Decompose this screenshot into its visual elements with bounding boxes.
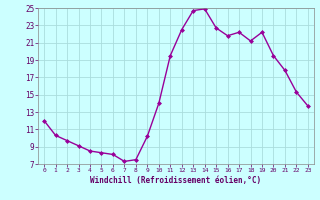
X-axis label: Windchill (Refroidissement éolien,°C): Windchill (Refroidissement éolien,°C) <box>91 176 261 185</box>
